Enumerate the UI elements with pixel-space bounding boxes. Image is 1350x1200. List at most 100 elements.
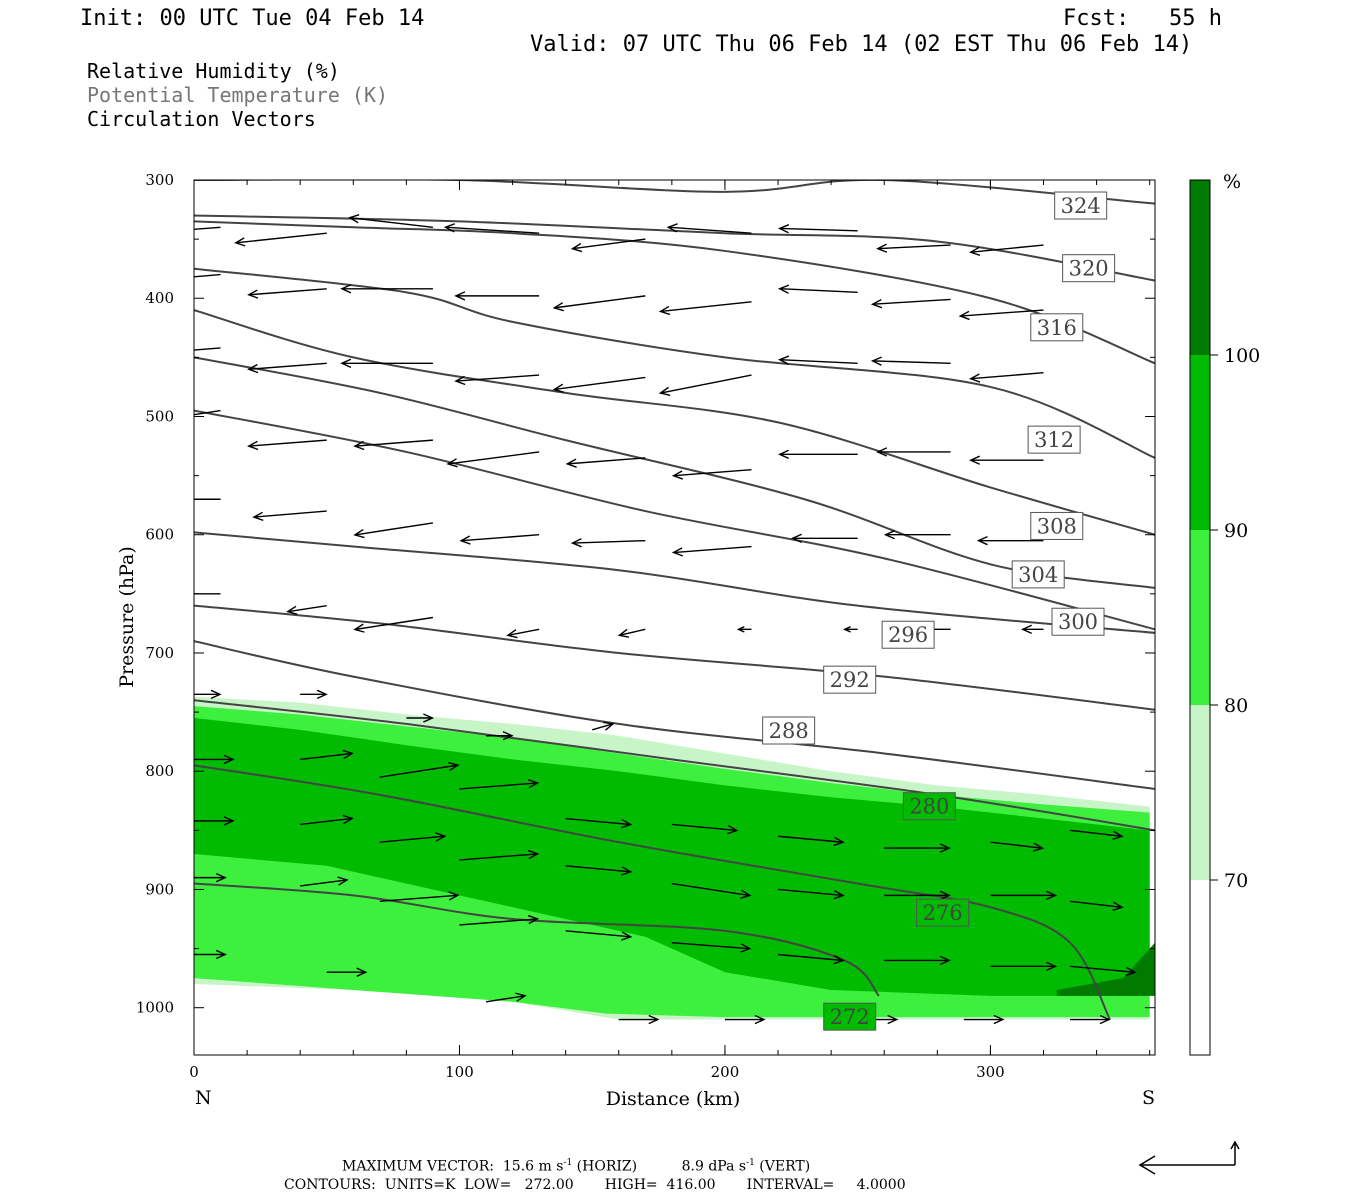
theta-contour-296 <box>194 531 1155 634</box>
vector-25 <box>870 356 951 366</box>
colorbar-90 <box>1190 355 1210 530</box>
max-vector-horiz-tag: (HORIZ) <box>576 1158 638 1175</box>
vector-low-32 <box>485 992 527 1003</box>
vector-low-15 <box>671 882 752 899</box>
vector-0 <box>194 226 221 231</box>
vector-low-13 <box>459 849 540 861</box>
vector-low-33 <box>618 1014 660 1025</box>
vector-low-17 <box>884 890 951 901</box>
x-tick-200: 200 <box>711 1063 740 1081</box>
contour-label-box-280 <box>902 792 956 821</box>
y-tick-600: 600 <box>145 526 174 544</box>
vector-57 <box>486 731 514 741</box>
vector-low-36 <box>963 1014 1005 1025</box>
x-tick-0: 0 <box>189 1063 199 1081</box>
contour-label-box-308 <box>1030 511 1084 540</box>
colorbar-label-80: 80 <box>1224 695 1248 717</box>
valid-time: Valid: 07 UTC Thu 06 Feb 14 (02 EST Thu … <box>530 32 1193 57</box>
theta-contour-300 <box>194 409 1155 631</box>
vector-19 <box>247 362 327 374</box>
y-tick-700: 700 <box>145 644 174 662</box>
vector-low-30 <box>194 949 227 960</box>
vector-low-27 <box>884 955 951 966</box>
vector-50 <box>736 626 752 633</box>
vector-29 <box>353 439 433 451</box>
vector-36 <box>194 498 221 500</box>
vector-49 <box>617 628 646 638</box>
vector-42 <box>790 533 858 543</box>
vector-53 <box>1020 624 1044 635</box>
contour-label-box-300 <box>1051 607 1105 636</box>
vector-low-31 <box>326 967 368 977</box>
vector-46 <box>286 604 327 615</box>
contour-label-292: 292 <box>830 668 870 692</box>
theta-contour-308 <box>194 309 1155 536</box>
vector-3 <box>443 223 540 234</box>
vector-low-28 <box>990 961 1058 972</box>
colorbar-label-90: 90 <box>1224 520 1248 542</box>
y-tick-500: 500 <box>145 407 174 425</box>
max-vector-vert-exp: -1 <box>746 1158 755 1168</box>
theta-contour-280 <box>194 699 1155 832</box>
vector-51 <box>842 626 858 633</box>
y-tick-300: 300 <box>145 171 174 189</box>
vector-low-22 <box>379 891 460 902</box>
x-tick-100: 100 <box>445 1063 474 1081</box>
axes: 0 100 200 300 300 400 500 600 700 800 900 1000 <box>136 171 1155 1081</box>
vector-45 <box>194 593 221 595</box>
vector-28 <box>247 439 327 451</box>
theta-contour-324 <box>194 180 1155 205</box>
vector-22 <box>552 376 646 393</box>
vector-9 <box>194 273 221 278</box>
colorbar-70 <box>1190 705 1210 880</box>
contour-label-312: 312 <box>1034 428 1074 452</box>
vector-1 <box>234 232 327 247</box>
vector-35 <box>968 455 1044 465</box>
colorbar-below <box>1190 880 1210 1055</box>
vector-low-16 <box>777 888 845 900</box>
vector-6 <box>777 224 858 234</box>
vector-56 <box>406 713 435 723</box>
legend-vectors: Circulation Vectors <box>87 107 316 131</box>
contour-label-box-316 <box>1030 313 1084 342</box>
vector-55 <box>300 689 328 700</box>
contour-label-288: 288 <box>769 719 809 743</box>
vector-18 <box>194 347 221 351</box>
vector-11 <box>340 284 433 294</box>
legend-rh: Relative Humidity (%) <box>87 59 340 83</box>
vector-32 <box>671 468 752 480</box>
vector-27 <box>194 409 221 416</box>
vector-26 <box>969 372 1044 383</box>
y-tick-1000: 1000 <box>136 999 174 1017</box>
vector-41 <box>671 545 752 557</box>
vector-21 <box>454 374 540 386</box>
contour-label-276: 276 <box>923 901 963 925</box>
contour-label-box-312 <box>1027 425 1081 454</box>
y-tick-900: 900 <box>145 880 174 898</box>
vector-10 <box>247 288 327 299</box>
vector-low-0 <box>194 754 235 765</box>
contour-label-box-296 <box>881 620 935 649</box>
vector-4 <box>570 238 646 253</box>
theta-contour-304 <box>194 356 1155 589</box>
vector-low-5 <box>671 823 739 835</box>
y-axis-label: Pressure (hPa) <box>116 546 138 688</box>
vector-48 <box>506 628 540 639</box>
y-tick-400: 400 <box>145 289 174 307</box>
vector-39 <box>459 534 540 545</box>
vector-54 <box>194 689 222 700</box>
init-time: Init: 00 UTC Tue 04 Feb 14 <box>80 6 425 31</box>
theta-contour-312 <box>194 267 1155 459</box>
contour-label-320: 320 <box>1069 257 1109 281</box>
max-vector-line: MAXIMUM VECTOR: 15.6 m s-1 (HORIZ) 8.9 d… <box>342 1158 810 1175</box>
max-vector-label: MAXIMUM VECTOR: <box>342 1158 494 1175</box>
circulation-vectors <box>194 214 1137 1025</box>
vector-low-12 <box>379 832 447 843</box>
vector-low-18 <box>990 890 1058 901</box>
vector-7 <box>876 243 951 253</box>
vector-15 <box>777 284 858 294</box>
colorbar-label-70: 70 <box>1224 870 1248 892</box>
vector-low-24 <box>565 930 633 941</box>
